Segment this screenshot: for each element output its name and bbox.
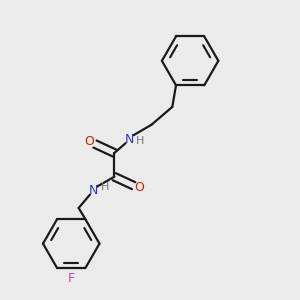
Text: F: F [68, 272, 75, 285]
Text: O: O [134, 181, 144, 194]
Text: N: N [124, 133, 134, 146]
Text: H: H [136, 136, 145, 146]
Text: N: N [89, 184, 98, 196]
Text: O: O [85, 135, 94, 148]
Text: H: H [100, 182, 109, 192]
